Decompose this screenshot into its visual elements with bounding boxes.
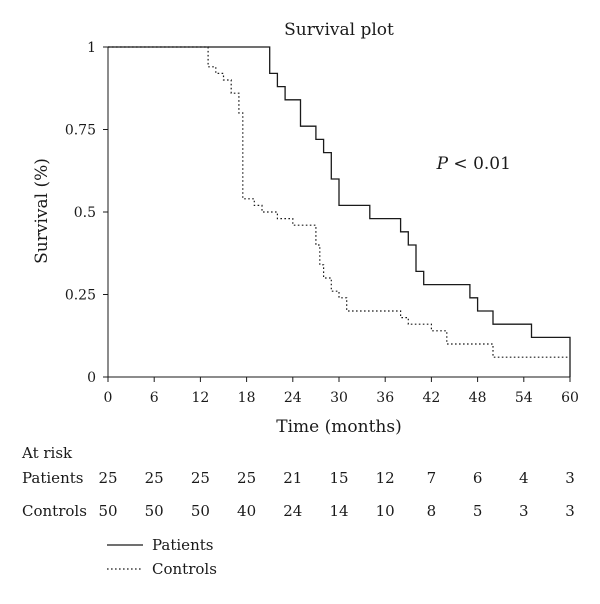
at-risk-value: 21 (283, 469, 302, 487)
series-line-patients (108, 46, 571, 377)
x-tick-label: 24 (284, 390, 302, 406)
at-risk-value: 3 (565, 502, 575, 520)
at-risk-value: 10 (376, 502, 395, 520)
y-tick-label: 0.5 (74, 205, 96, 221)
p-value-annotation: P < 0.01 (436, 154, 511, 174)
x-tick-label: 54 (515, 390, 533, 406)
legend: Patients Controls (107, 536, 217, 578)
at-risk-value: 15 (329, 469, 348, 487)
chart-title: Survival plot (284, 20, 394, 40)
at-risk-row-label: Controls (22, 502, 87, 520)
at-risk-value: 7 (427, 469, 437, 487)
at-risk-value: 25 (237, 469, 256, 487)
x-tick-label: 42 (422, 390, 440, 406)
at-risk-value: 3 (519, 502, 529, 520)
at-risk-value: 3 (565, 469, 575, 487)
at-risk-value: 24 (283, 502, 302, 520)
legend-label-patients: Patients (152, 536, 213, 554)
y-axis-label: Survival (%) (32, 158, 52, 264)
x-tick-label: 60 (561, 390, 579, 406)
x-tick-label: 30 (330, 390, 348, 406)
axes: 0 0.25 0.5 0.75 1 0 6 12 18 24 30 36 42 48 54 60 (65, 40, 579, 406)
at-risk-value: 50 (145, 502, 164, 520)
at-risk-value: 4 (519, 469, 529, 487)
x-tick-label: 0 (104, 390, 113, 406)
at-risk-table: At risk Patients 25 25 25 25 21 15 12 7 6 4 3 Control… (21, 444, 575, 520)
at-risk-heading: At risk (21, 444, 73, 462)
at-risk-value: 12 (376, 469, 395, 487)
x-axis-label: Time (months) (276, 417, 401, 437)
annotation-layer: P < 0.01 (436, 154, 511, 174)
y-tick-label: 0.25 (65, 288, 96, 304)
x-tick-label: 48 (469, 390, 487, 406)
at-risk-value: 40 (237, 502, 256, 520)
at-risk-value: 8 (427, 502, 437, 520)
at-risk-value: 14 (329, 502, 348, 520)
at-risk-value: 50 (191, 502, 210, 520)
at-risk-value: 50 (98, 502, 117, 520)
at-risk-value: 25 (145, 469, 164, 487)
legend-label-controls: Controls (152, 560, 217, 578)
x-tick-label: 36 (376, 390, 394, 406)
x-tick-label: 12 (191, 390, 209, 406)
at-risk-value: 5 (473, 502, 483, 520)
series-line-controls (108, 46, 570, 358)
at-risk-value: 25 (191, 469, 210, 487)
series-layer (108, 46, 571, 377)
x-tick-label: 6 (150, 390, 159, 406)
y-tick-label: 1 (87, 40, 96, 56)
at-risk-value: 25 (98, 469, 117, 487)
at-risk-value: 6 (473, 469, 483, 487)
y-tick-label: 0 (87, 370, 96, 386)
at-risk-row-label: Patients (22, 469, 83, 487)
x-tick-label: 18 (238, 390, 256, 406)
y-tick-label: 0.75 (65, 123, 96, 139)
